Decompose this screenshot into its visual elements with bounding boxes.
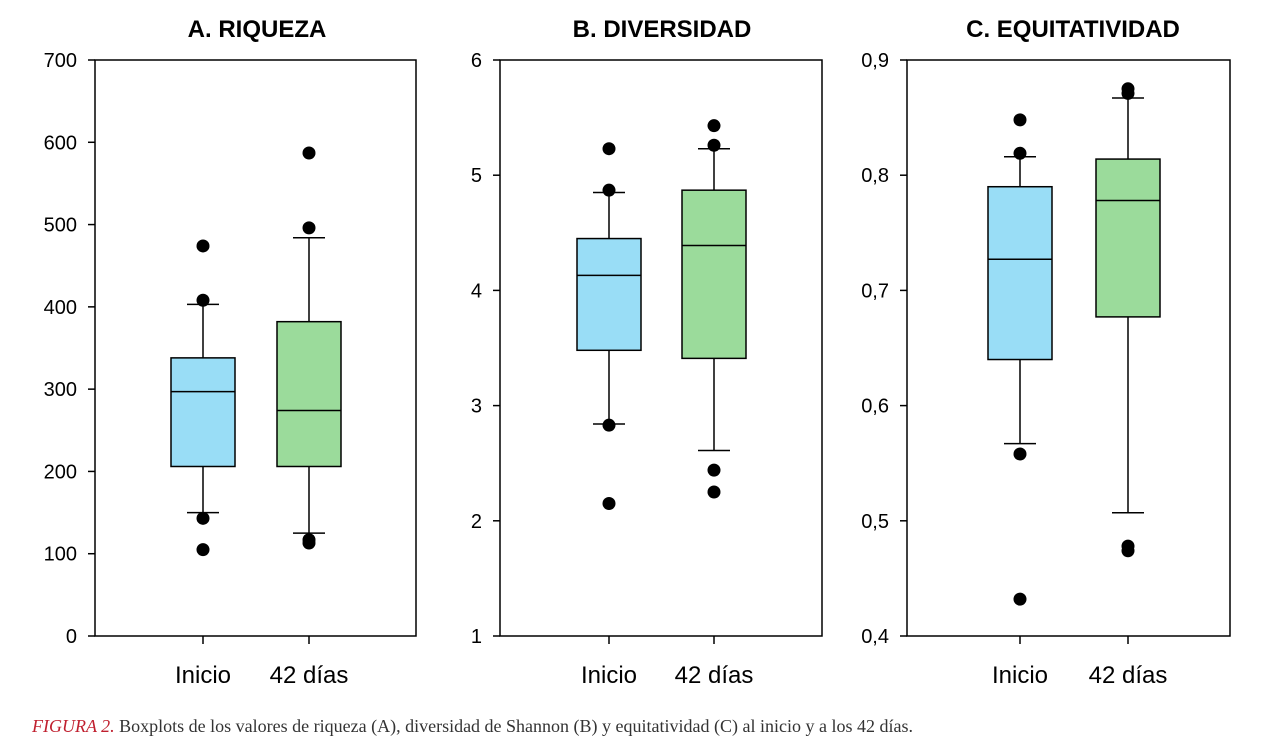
panel-2-y-tick-label: 2 — [471, 511, 482, 533]
panel-3-box-2-outlier — [1121, 82, 1135, 96]
panel-3-box-1-outlier — [1013, 447, 1027, 461]
panel-3-box-1-iqr — [987, 185, 1053, 361]
panel-1-y-tick-label: 200 — [44, 461, 77, 483]
caption-text: Boxplots de los valores de riqueza (A), … — [119, 716, 913, 736]
panel-1-category-label: 42 días — [270, 662, 349, 689]
panel-3-category-label: Inicio — [992, 662, 1048, 689]
panel-2-box-1-outlier — [602, 418, 616, 432]
panel-1-y-tick-label: 500 — [44, 215, 77, 237]
panel-3-y-tick-label: 0,8 — [861, 165, 889, 187]
panel-1-plot-frame — [94, 59, 417, 637]
panel-3-y-tick-label: 0,7 — [861, 280, 889, 302]
panel-2-box-1-iqr — [576, 237, 642, 352]
panel-1-box-1-outlier — [196, 543, 210, 557]
panel-1-box-1-iqr — [170, 357, 236, 468]
panel-1-y-tick-label: 300 — [44, 379, 77, 401]
panel-2-y-tick-label: 4 — [471, 280, 482, 302]
panel-3-y-tick-label: 0,6 — [861, 396, 889, 418]
panel-2-box-2-outlier — [707, 119, 721, 133]
panel-3-box-1-outlier — [1013, 146, 1027, 160]
panel-1-box-2-iqr — [276, 320, 342, 468]
panel-3-y-tick-label: 0,4 — [861, 626, 889, 648]
panel-1-box-2-outlier — [302, 146, 316, 160]
caption-label: FIGURA 2. — [32, 716, 115, 736]
panel-3-y-tick-label: 0,5 — [861, 511, 889, 533]
panel-2-box-2-outlier — [707, 463, 721, 477]
panel-1-category-label: Inicio — [175, 662, 231, 689]
panel-2-title: B. DIVERSIDAD — [573, 16, 752, 43]
panel-1-y-tick-label: 400 — [44, 297, 77, 319]
panel-2-y-tick-label: 5 — [471, 165, 482, 187]
panel-2-category-label: Inicio — [581, 662, 637, 689]
panel-2-box-2-iqr — [681, 189, 747, 360]
panel-1-box-1-outlier — [196, 511, 210, 525]
panel-3-box-2-outlier — [1121, 539, 1135, 553]
panel-2-box-2-outlier — [707, 138, 721, 152]
panel-3-plot-frame — [906, 59, 1231, 637]
panel-1-box-2-outlier — [302, 221, 316, 235]
panel-2-category-label: 42 días — [675, 662, 754, 689]
panel-2-box-1-outlier — [602, 497, 616, 511]
panel-2-plot-frame — [499, 59, 823, 637]
panel-1-y-tick-label: 600 — [44, 132, 77, 154]
panel-3-box-1-outlier — [1013, 592, 1027, 606]
panel-1-box-1-outlier — [196, 239, 210, 253]
panel-3-y-tick-label: 0,9 — [861, 50, 889, 72]
figure-caption: FIGURA 2. Boxplots de los valores de riq… — [32, 716, 913, 737]
panel-1-box-2-outlier — [302, 533, 316, 547]
panel-1-y-tick-label: 700 — [44, 50, 77, 72]
panel-2-box-1-outlier — [602, 142, 616, 156]
panel-2-y-tick-label: 1 — [471, 626, 482, 648]
panel-3-title: C. EQUITATIVIDAD — [966, 16, 1180, 43]
panel-1-title: A. RIQUEZA — [188, 16, 327, 43]
panel-1-box-1-outlier — [196, 293, 210, 307]
panel-1-y-tick-label: 100 — [44, 544, 77, 566]
panel-3-box-2-iqr — [1095, 158, 1161, 318]
panel-2-box-1-outlier — [602, 183, 616, 197]
panel-1-y-tick-label: 0 — [66, 626, 77, 648]
panel-2-box-2-outlier — [707, 485, 721, 499]
panel-2-y-tick-label: 3 — [471, 396, 482, 418]
panel-3-box-1-outlier — [1013, 113, 1027, 127]
panel-3-category-label: 42 días — [1089, 662, 1168, 689]
panel-2-y-tick-label: 6 — [471, 50, 482, 72]
